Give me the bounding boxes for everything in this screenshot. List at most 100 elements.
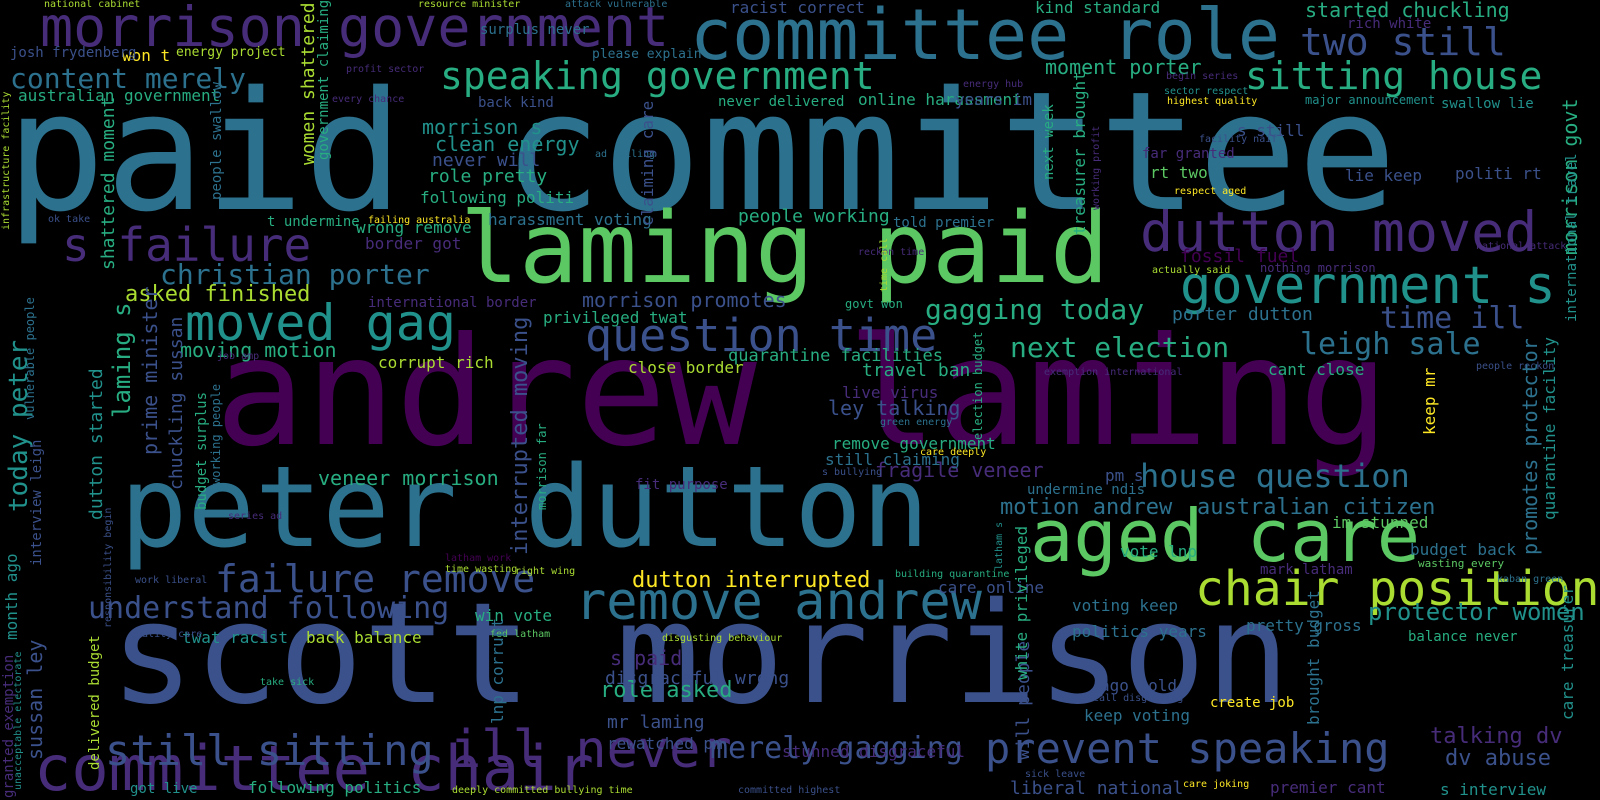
word: ill never: [450, 720, 732, 780]
word: morrison government: [40, 0, 670, 59]
word: dutton started: [86, 368, 107, 520]
word: live virus: [842, 383, 939, 402]
word: im stunned: [1332, 513, 1429, 532]
word: work liberal: [135, 575, 208, 586]
word: sitting house: [1245, 54, 1543, 98]
word: voting keep: [1072, 596, 1178, 615]
word: moment porter: [1045, 55, 1202, 79]
word: balance never: [1408, 629, 1518, 645]
word: prevent speaking: [985, 724, 1390, 773]
word: time call: [879, 237, 890, 292]
word: still sitting: [105, 726, 434, 775]
word: mark latham: [1260, 562, 1353, 578]
word: aged care: [1030, 494, 1421, 578]
word: energy project: [176, 45, 286, 60]
word: s paid: [610, 646, 683, 670]
word: national attack: [1476, 241, 1567, 252]
word: told premier: [893, 215, 995, 231]
word: swallow lie: [1441, 96, 1534, 112]
word: rich white: [1347, 16, 1432, 32]
word: responsibility begin: [103, 507, 114, 628]
word: people working: [738, 206, 890, 227]
word: every chance: [332, 94, 405, 105]
word: care online: [938, 578, 1044, 597]
word: infrastructure facility: [1, 91, 12, 230]
word: month ago: [2, 553, 21, 640]
word: politi rt: [1455, 164, 1542, 183]
word: corrupt rich: [378, 353, 494, 372]
word: travel ban: [862, 360, 971, 381]
word: building quarantine: [895, 569, 1010, 580]
word: understand following: [88, 591, 450, 626]
word: promotes protector: [1518, 338, 1542, 555]
word: respect aged: [1174, 186, 1247, 197]
word: next election: [1010, 331, 1230, 364]
word: people reckon: [1476, 361, 1555, 372]
word: liberal national: [1010, 778, 1184, 799]
word: racist correct: [730, 0, 865, 17]
word: care joking: [1183, 779, 1250, 790]
word: nothing morrison: [1260, 261, 1376, 275]
word: working people: [209, 383, 223, 485]
word: call disgusting: [1093, 693, 1184, 704]
word: s bullying: [822, 467, 883, 478]
word: highest quality: [1167, 96, 1258, 107]
word: role asked: [600, 678, 733, 703]
word: next week: [1041, 104, 1057, 180]
word: never will: [432, 150, 541, 171]
word: ley talking: [828, 396, 961, 420]
word: talking dv: [1430, 724, 1563, 749]
word: sussan ley: [23, 639, 47, 760]
word: years im: [955, 90, 1033, 109]
word: cant close: [1268, 360, 1365, 379]
word: mr laming: [607, 712, 705, 733]
word: interrupted moving: [508, 316, 533, 555]
word: claiming care: [638, 100, 657, 226]
word: ok take: [48, 214, 91, 225]
word: keep voting: [1084, 706, 1190, 725]
word: interview leigh: [29, 439, 45, 566]
word: disgusting behaviour: [662, 633, 783, 644]
word: laming paid: [460, 192, 1110, 306]
word: job amp: [217, 351, 260, 362]
word: australian citizen: [1197, 495, 1436, 520]
word: morrison far: [535, 423, 549, 510]
word: fit purpose: [635, 477, 728, 493]
word: fed latham: [490, 629, 551, 640]
word: wrong remove: [356, 218, 472, 237]
word: far granted: [1142, 146, 1235, 162]
word: working profit: [1091, 125, 1102, 210]
word: rewatched pm: [607, 734, 723, 753]
word: porter dutton: [1172, 304, 1313, 325]
word: moving motion: [180, 338, 337, 362]
word: remove government: [832, 434, 996, 453]
word: dutton moved: [1140, 200, 1538, 264]
word: right wing: [515, 566, 576, 577]
word: chuckling sussan: [166, 316, 187, 490]
word: latham s: [994, 521, 1005, 570]
word: prime minister: [138, 286, 162, 455]
word: major announcement: [1305, 93, 1436, 107]
word: politics years: [1072, 622, 1207, 641]
word: back kind: [478, 95, 554, 111]
word: government claiming: [316, 0, 332, 161]
word: gagging today: [925, 293, 1145, 326]
word: house question: [1140, 457, 1410, 495]
word: undermine ndis: [1027, 482, 1146, 498]
word: pretty gross: [1246, 616, 1362, 635]
word: twat racist: [182, 628, 288, 647]
word: stunned disgraceful: [782, 742, 966, 761]
word: privileged twat: [543, 308, 688, 327]
word: committed highest: [738, 785, 841, 796]
word: election budget: [971, 331, 985, 440]
word: care deeply: [920, 447, 987, 458]
word: close border: [628, 358, 744, 377]
word: shattered moment: [98, 96, 119, 270]
word: border got: [365, 234, 462, 253]
word: disgraceful wrong: [605, 668, 790, 689]
word: resource minister: [418, 0, 521, 10]
word: win vote: [475, 606, 553, 625]
word: women shattered: [298, 2, 319, 165]
word: facility naif: [1199, 134, 1278, 145]
